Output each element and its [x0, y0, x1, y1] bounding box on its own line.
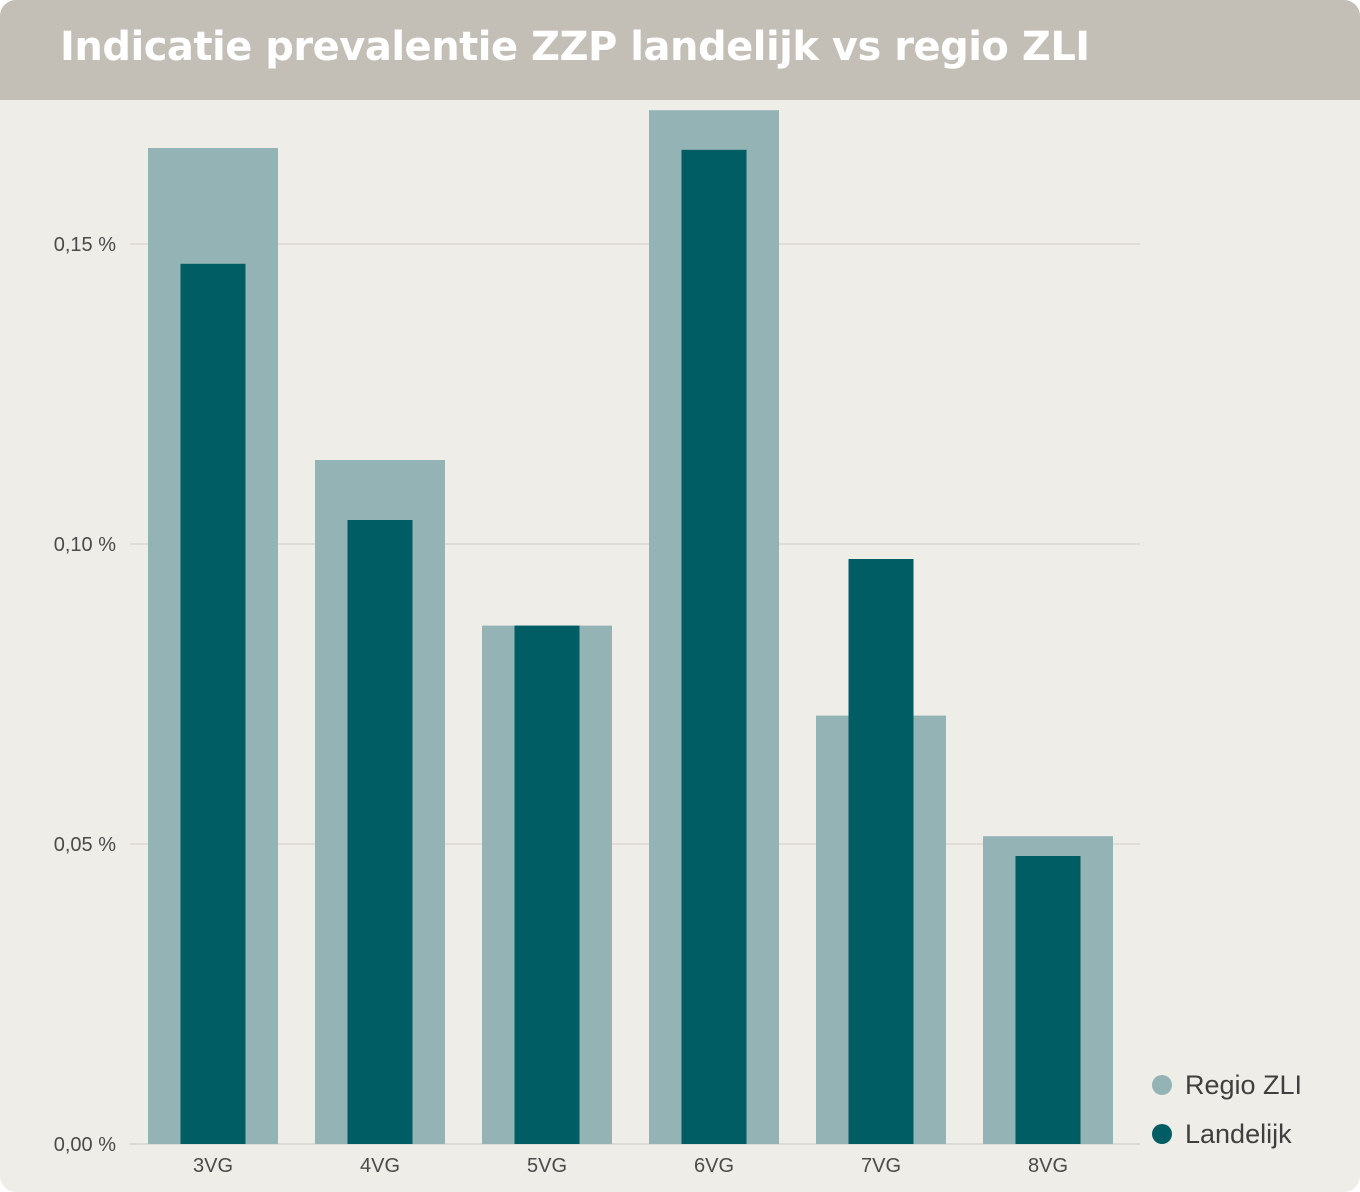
- x-tick-label-6vg: 6VG: [694, 1155, 734, 1177]
- chart-title: Indicatie prevalentie ZZP landelijk vs r…: [60, 24, 1090, 70]
- bar-landelijk-7vg: [848, 559, 914, 1144]
- bar-landelijk-5vg: [514, 625, 580, 1144]
- x-tick-label-7vg: 7VG: [861, 1155, 901, 1177]
- x-axis-ticks: 3VG 4VG 5VG 6VG 7VG 8VG: [193, 1155, 1068, 1177]
- y-tick-label: 0,00 %: [54, 1134, 116, 1156]
- legend-label-landelijk: Landelijk: [1185, 1119, 1292, 1149]
- bars: [148, 110, 1113, 1145]
- legend: Regio ZLI Landelijk: [1152, 1070, 1302, 1149]
- x-tick-label-4vg: 4VG: [360, 1155, 400, 1177]
- bar-landelijk-8vg: [1015, 856, 1081, 1144]
- x-tick-label-3vg: 3VG: [193, 1155, 233, 1177]
- legend-marker-regio-zli: [1152, 1075, 1172, 1095]
- x-tick-label-5vg: 5VG: [527, 1155, 567, 1177]
- bar-landelijk-3vg: [180, 263, 246, 1144]
- chart-header: Indicatie prevalentie ZZP landelijk vs r…: [0, 0, 1360, 100]
- y-tick-label: 0,10 %: [54, 534, 116, 556]
- legend-marker-landelijk: [1152, 1124, 1172, 1144]
- y-axis-ticks: 0,00 % 0,05 % 0,10 % 0,15 %: [54, 234, 116, 1156]
- x-tick-label-8vg: 8VG: [1028, 1155, 1068, 1177]
- gridlines: [130, 243, 1140, 1145]
- bar-landelijk-4vg: [347, 520, 413, 1144]
- y-tick-label: 0,05 %: [54, 834, 116, 856]
- y-tick-label: 0,15 %: [54, 234, 116, 256]
- bar-landelijk-6vg: [681, 149, 747, 1145]
- legend-label-regio-zli: Regio ZLI: [1185, 1070, 1302, 1100]
